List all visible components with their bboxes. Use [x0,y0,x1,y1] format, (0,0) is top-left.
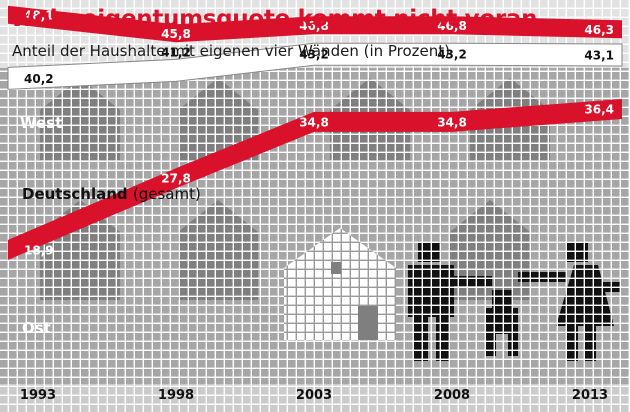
series-deutschland-data-label: 43,1 [584,49,614,63]
x-tick-label: 1998 [158,388,194,403]
series-deutschland-data-label: 43,2 [437,48,467,62]
series-labels: West Deutschland (gesamt) Ost [20,114,201,337]
x-tick-label: 2003 [296,388,332,403]
series-west-data-label: 46,8 [437,19,467,33]
series-ost-data-label: 27,8 [161,172,191,186]
series-west-data-label: 45,8 [161,27,191,41]
series-label-ost: Ost [22,319,51,337]
data-labels: 48,1 45,8 46,8 46,8 46,3 40,2 41,2 43,2 43,2 43,1… [24,8,614,257]
x-axis: 1993 1998 2003 2008 2013 [20,388,608,403]
series-deutschland-data-label: 43,2 [299,48,329,62]
series-ost-data-label: 34,8 [437,115,467,129]
family-illustration [408,242,620,361]
series-ost-ribbon [8,98,622,260]
x-tick-label: 2008 [434,388,470,403]
x-tick-label: 2013 [572,388,608,403]
series-deutschland-data-label: 41,2 [161,45,191,59]
series-west-data-label: 46,3 [584,23,614,37]
series-label-deutschland: Deutschland (gesamt) [22,185,201,203]
series-west-ribbon [8,5,622,43]
series-ost-data-label: 36,4 [584,102,614,116]
series-ost-data-label: 34,8 [299,115,329,129]
series-deutschland-data-label: 40,2 [24,72,54,86]
series-label-west: West [20,114,62,132]
series-west-data-label: 48,1 [24,8,54,22]
series-ribbons [7,5,623,260]
white-house-illustration [284,228,396,340]
series-ost-data-label: 18,9 [24,243,54,257]
chart-subtitle: Anteil der Haushalte mit eigenen vier Wä… [12,42,451,60]
bottom-pixel-strip [0,384,630,412]
chart-title: Wohneigentumsquote kommt nicht voran [10,6,538,32]
x-tick-label: 1993 [20,388,56,403]
series-west-data-label: 46,8 [299,19,329,33]
series-deutschland-ribbon [7,42,623,90]
